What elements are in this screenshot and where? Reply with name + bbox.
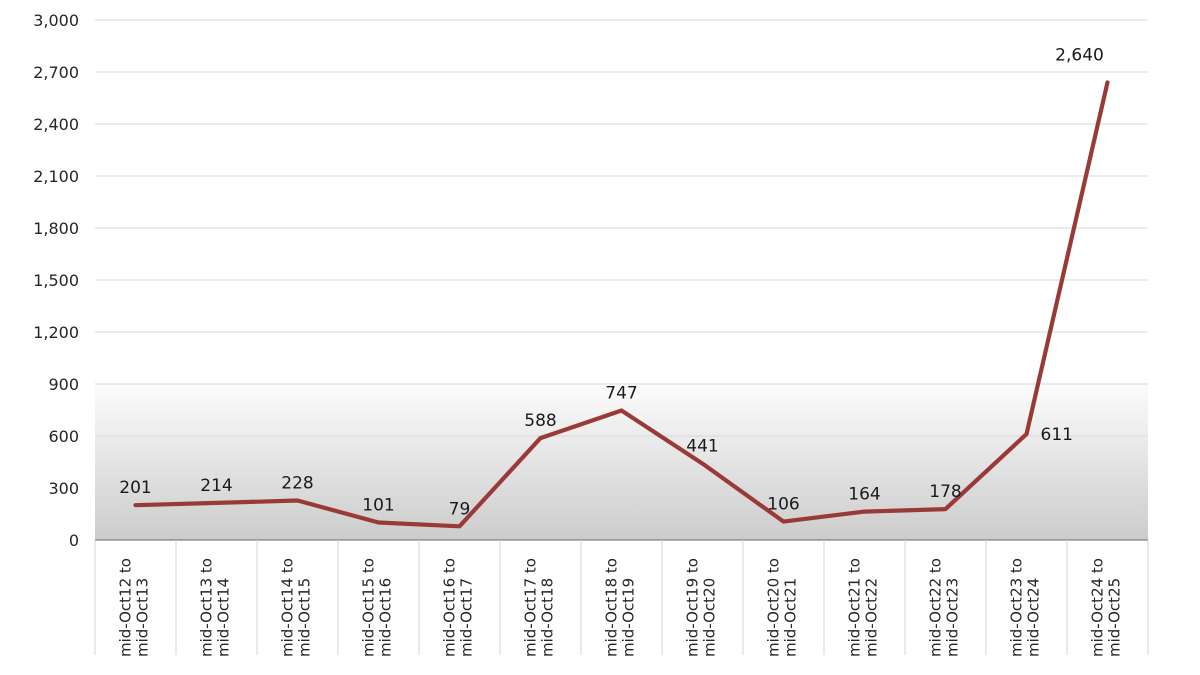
data-line (133, 80, 1110, 529)
y-tick-label: 600 (48, 427, 79, 446)
y-tick-label: 2,700 (33, 63, 79, 82)
y-tick-label: 1,800 (33, 219, 79, 238)
data-label: 2,640 (1055, 45, 1104, 65)
x-category-label: mid-Oct14 tomid-Oct15 (279, 558, 314, 657)
x-category-label: mid-Oct24 tomid-Oct25 (1089, 558, 1124, 657)
y-tick-label: 1,200 (33, 323, 79, 342)
data-label: 214 (200, 476, 232, 496)
data-label: 79 (449, 499, 471, 519)
data-label: 164 (848, 485, 880, 505)
y-tick-label: 0 (69, 531, 79, 550)
data-label: 747 (605, 384, 637, 404)
data-label: 588 (524, 411, 556, 431)
y-tick-label: 1,500 (33, 271, 79, 290)
x-category-label: mid-Oct22 tomid-Oct23 (927, 558, 962, 657)
x-category-label: mid-Oct13 tomid-Oct14 (198, 558, 233, 657)
y-tick-label: 900 (48, 375, 79, 394)
x-category-label: mid-Oct21 tomid-Oct22 (846, 558, 881, 657)
y-tick-label: 2,400 (33, 115, 79, 134)
data-label: 201 (119, 478, 151, 498)
y-tick-label: 3,000 (33, 11, 79, 30)
x-category-label: mid-Oct23 tomid-Oct24 (1008, 558, 1043, 657)
x-category-label: mid-Oct12 tomid-Oct13 (117, 558, 152, 657)
x-category-label: mid-Oct19 tomid-Oct20 (684, 558, 719, 657)
x-category-label: mid-Oct17 tomid-Oct18 (522, 558, 557, 657)
data-label: 106 (767, 495, 799, 515)
data-label: 441 (686, 437, 718, 457)
y-tick-label: 2,100 (33, 167, 79, 186)
data-label: 101 (362, 495, 394, 515)
x-category-label: mid-Oct15 tomid-Oct16 (360, 558, 395, 657)
x-category-label: mid-Oct20 tomid-Oct21 (765, 558, 800, 657)
y-tick-label: 300 (48, 479, 79, 498)
x-category-label: mid-Oct16 tomid-Oct17 (441, 558, 476, 657)
data-label: 228 (281, 473, 313, 493)
x-category-label: mid-Oct18 tomid-Oct19 (603, 558, 638, 657)
data-label: 178 (929, 482, 961, 502)
data-label: 611 (1041, 425, 1073, 445)
